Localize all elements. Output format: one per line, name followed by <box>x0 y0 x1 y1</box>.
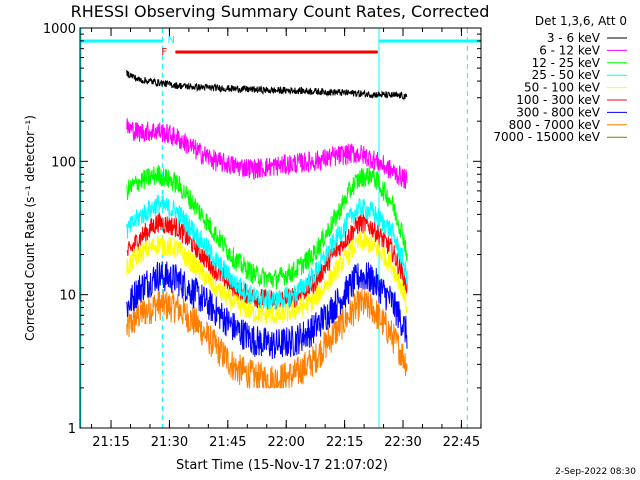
series-line <box>126 118 408 189</box>
y-tick-label: 100 <box>51 155 76 170</box>
legend-entry: 25 - 50 keV <box>532 68 601 82</box>
y-axis: 1 10 100 1000 <box>43 22 481 437</box>
series-line <box>126 194 408 311</box>
series-line <box>126 261 408 360</box>
y-axis-label: Corrected Count Rate (s⁻¹ detector⁻¹) <box>23 115 37 341</box>
footer-date: 2-Sep-2022 08:30 <box>555 467 636 477</box>
legend-entry: 3 - 6 keV <box>547 31 601 45</box>
night-flag-label: N <box>168 35 175 46</box>
legend-entry: 6 - 12 keV <box>539 43 601 57</box>
legend-entry: 7000 - 15000 keV <box>493 130 600 144</box>
y-tick-label: 10 <box>59 289 76 304</box>
legend-entry: 300 - 800 keV <box>516 105 600 119</box>
x-tick-label: 22:30 <box>384 435 421 450</box>
series-line <box>126 231 408 325</box>
legend-entry: 12 - 25 keV <box>532 56 601 70</box>
x-tick-label: 21:45 <box>209 435 246 450</box>
x-tick-label: 22:00 <box>267 435 304 450</box>
x-tick-label: 21:15 <box>92 435 129 450</box>
y-tick-label: 1000 <box>43 22 76 37</box>
y-tick-label: 1 <box>68 422 76 437</box>
series-line <box>126 288 408 389</box>
plot-frame <box>79 27 482 429</box>
x-axis: 21:15 21:30 21:45 22:00 22:15 22:30 22:45 <box>91 28 482 450</box>
series-line <box>126 164 408 290</box>
legend-entry: 50 - 100 keV <box>524 81 601 95</box>
flare-flag-label: F <box>161 47 167 58</box>
x-tick-label: 21:30 <box>151 435 188 450</box>
legend-entry: 800 - 7000 keV <box>509 118 601 132</box>
plot-area: FN <box>80 28 481 428</box>
x-tick-label: 22:15 <box>326 435 363 450</box>
chart-title: RHESSI Observing Summary Count Rates, Co… <box>71 2 490 21</box>
x-axis-label: Start Time (15-Nov-17 21:07:02) <box>176 458 388 473</box>
legend-entry: 100 - 300 keV <box>516 93 600 107</box>
legend-header: Det 1,3,6, Att 0 <box>535 14 627 28</box>
series-line <box>126 69 408 101</box>
x-tick-label: 22:45 <box>443 435 480 450</box>
